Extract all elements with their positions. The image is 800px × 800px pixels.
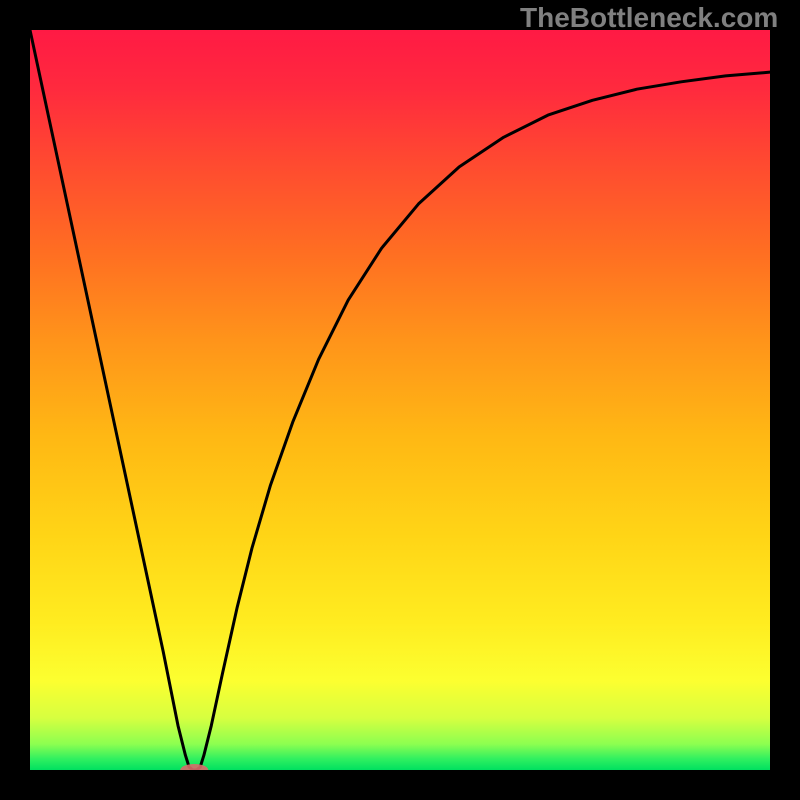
- plot-area: [30, 30, 770, 770]
- watermark-text: TheBottleneck.com: [520, 2, 778, 34]
- plot-svg: [30, 30, 770, 770]
- chart-frame: TheBottleneck.com: [0, 0, 800, 800]
- gradient-background: [30, 30, 770, 770]
